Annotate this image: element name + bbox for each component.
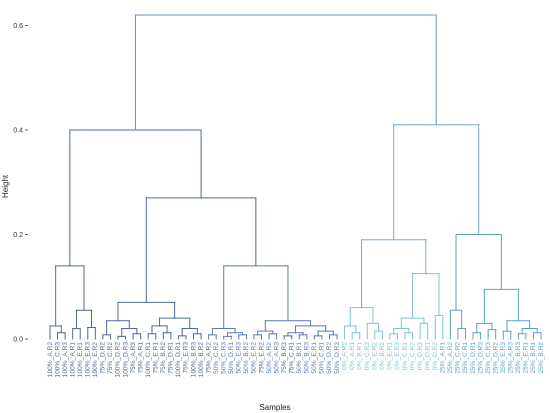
leaf-label: 75%_E.R2 [258,342,265,374]
leaf-label: 100%_C.R3 [54,342,61,378]
leaf-label: 100%_A.R3 [62,342,69,378]
leaf-label: 50%_B.R2 [243,342,250,374]
leaf-label: 0%_D.R3 [417,342,424,371]
leaf-label: 25%_B.R2 [538,342,545,374]
leaf-label: 50%_B.R3 [304,342,311,374]
leaf-label: 0%_E.R3 [394,342,401,370]
y-tick-label: 0.6 [13,23,23,30]
leaf-label: 75%_B.R2 [160,342,167,374]
leaf-label: 50%_C.R3 [220,342,227,374]
leaf-label: 25%_A.R1 [440,342,447,374]
leaf-label: 0%_B.R1 [356,342,363,370]
leaf-label: 75%_A.R2 [205,342,212,374]
y-tick-label: 0.2 [13,232,23,239]
leaf-label: 50%_C.R2 [213,342,220,374]
leaf-label: 75%_A.R1 [137,342,144,374]
leaf-label: 100%_E.R3 [85,342,92,378]
leaf-label: 25%_D.R2 [492,342,499,374]
leaf-label: 0%_D.R2 [432,342,439,371]
leaf-label: 25%_C.R2 [455,342,462,374]
leaf-label: 25%_D.R3 [477,342,484,374]
leaf-label: 75%_C.R1 [288,342,295,374]
leaf-label: 100%_E.R2 [92,342,99,378]
leaf-labels: 100%_A.R2 100%_C.R3 100%_A.R3 100%_A.R1 100%… [47,342,545,378]
leaf-label: 50%_C.R1 [319,342,326,374]
leaf-label: 100%_D.R1 [175,342,182,378]
leaf-label: 100%_D.R2 [115,342,122,378]
x-axis-title: Samples [259,403,291,412]
leaf-label: 50%_A.R3 [273,342,280,374]
leaf-label: 50%_A.R2 [266,342,273,374]
leaf-label: 75%_B.R3 [281,342,288,374]
leaf-label: 0%_C.R2 [409,342,416,371]
leaf-label: 0%_C.R1 [402,342,409,371]
leaf-label: 75%_E.R1 [153,342,160,374]
leaf-label: 0%_A.R2 [341,342,348,370]
leaf-label: 0%_A.R1 [349,342,356,370]
y-axis: 0.0 0.2 0.4 0.6 [13,23,28,344]
leaf-label: 100%_D.R3 [122,342,129,378]
leaf-label: 100%_E.R1 [77,342,84,378]
leaf-label: 0%_C.R3 [364,342,371,371]
leaf-label: 50%_E.R2 [251,342,258,374]
leaf-label: 50%_E.R1 [311,342,318,374]
leaf-label: 100%_C.R1 [145,342,152,378]
leaf-label: 25%_A.R3 [508,342,515,374]
leaf-label: 50%_D.R2 [326,342,333,374]
leaf-label: 0%_E.R1 [387,342,394,370]
leaf-label: 25%_B.R1 [530,342,537,374]
leaf-label: 25%_A.R2 [447,342,454,374]
leaf-label: 25%_B.R3 [515,342,522,374]
leaf-label: 0%_E.R2 [372,342,379,370]
leaf-label: 25%_C.R3 [485,342,492,374]
y-tick-label: 0.4 [13,127,23,134]
leaf-label: 0%_D.R1 [424,342,431,371]
leaf-label: 0%_B.R2 [379,342,386,370]
leaf-label: 100%_A.R1 [69,342,76,378]
y-axis-title: Height [1,174,10,198]
leaf-label: 25%_E.R1 [523,342,530,374]
y-tick-label: 0.0 [13,337,23,344]
leaf-label: 75%_D.R1 [168,342,175,374]
leaf-label: 50%_E.R3 [236,342,243,374]
leaf-label: 25%_C.R1 [462,342,469,374]
leaf-label: 75%_A.R3 [130,342,137,374]
leaf-label: 100%_B.R3 [190,342,197,378]
leaf-label: 25%_E.R3 [500,342,507,374]
leaf-label: 100%_A.R2 [47,342,54,378]
leaf-label: 25%_D.R1 [470,342,477,374]
leaf-label: 100%_B.R2 [198,342,205,378]
leaf-label: 50%_B.R1 [296,342,303,374]
leaf-label: 75%_C.R2 [107,342,114,374]
dendrogram-links [49,14,542,340]
leaf-label: 50%_D.R3 [334,342,341,374]
leaf-label: 75%_D.R2 [100,342,107,374]
leaf-label: 50%_D.R1 [228,342,235,374]
leaf-label: 75%_E.R3 [183,342,190,374]
